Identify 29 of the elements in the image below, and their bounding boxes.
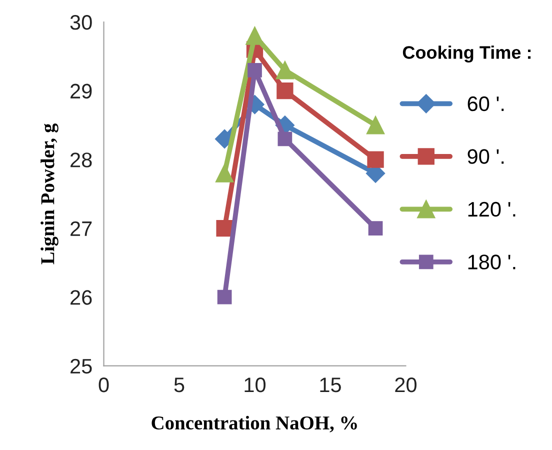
y-tick-label: 30 — [70, 15, 92, 30]
point — [368, 221, 383, 236]
point — [276, 61, 294, 80]
point — [367, 151, 384, 168]
point — [217, 290, 232, 304]
legend-label: 90 '. — [468, 149, 504, 164]
point — [278, 132, 292, 146]
x-tick-label: 20 — [395, 378, 416, 392]
y-tick-label: 25 — [70, 358, 92, 374]
y-axis-title: Lignin Powder, g — [40, 123, 58, 264]
y-tick-label: 26 — [70, 290, 92, 305]
y-tick-label: 27 — [70, 221, 92, 236]
y-tick-label: 29 — [70, 84, 92, 99]
legend-title: Cooking Time : — [402, 46, 531, 63]
point — [248, 62, 262, 78]
x-tick-label: 0 — [98, 378, 109, 392]
legend-label: 60 '. — [468, 96, 504, 112]
point — [216, 164, 234, 182]
point — [276, 82, 294, 100]
point — [246, 26, 264, 45]
legend-label: 180 '. — [468, 254, 516, 270]
x-tick-label: 5 — [174, 378, 184, 392]
point — [216, 220, 233, 237]
x-tick-label: 10 — [244, 378, 266, 392]
y-tick-label: 28 — [70, 152, 92, 168]
x-axis-title: Concentration NaOH, % — [152, 416, 357, 432]
x-tick-label: 15 — [320, 378, 341, 392]
point — [366, 116, 385, 134]
legend-label: 120 '. — [468, 202, 516, 217]
